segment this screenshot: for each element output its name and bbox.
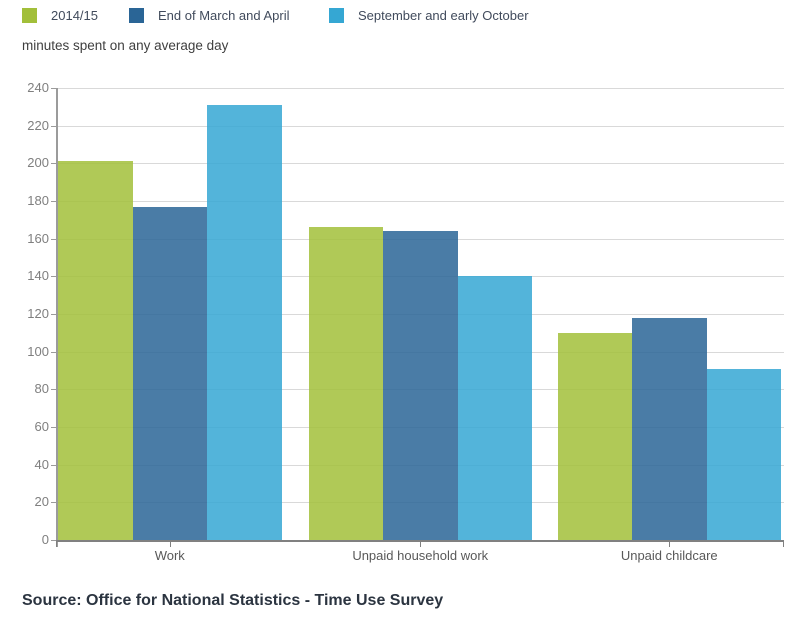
x-axis-tick (169, 542, 171, 547)
x-axis-label-unpaid-household-work: Unpaid household work (352, 548, 489, 563)
source-text: Source: Office for National Statistics -… (22, 592, 444, 609)
y-axis-tick (51, 502, 56, 504)
legend-item-2014-15[interactable]: 2014/15 (22, 7, 98, 23)
y-axis-label: 120 (27, 306, 49, 321)
gridline-240 (58, 88, 784, 89)
legend-label: September and early October (358, 7, 529, 23)
y-axis-label: 20 (34, 494, 49, 510)
bar-unpaid-childcare-september-and-early-october[interactable] (706, 368, 781, 540)
y-axis-label: 140 (27, 268, 49, 284)
y-axis-line (56, 88, 58, 547)
gridline-200 (58, 163, 784, 165)
x-axis-label-unpaid-childcare: Unpaid childcare (620, 548, 718, 563)
y-axis-label: 60 (34, 419, 49, 434)
bar-work-end-of-march-and-april[interactable] (132, 206, 207, 540)
gridline-220 (58, 125, 784, 127)
x-axis-tick (420, 542, 422, 547)
x-axis-line (56, 540, 784, 542)
bar-unpaid-childcare-2014-15[interactable] (557, 332, 632, 540)
y-axis-tick (51, 88, 56, 89)
y-axis-label: 100 (27, 343, 49, 359)
y-axis-units-title: minutes spent on any average day (22, 38, 229, 53)
legend-swatch-green (22, 7, 37, 23)
y-axis-tick (51, 389, 56, 391)
y-axis-label: 200 (27, 155, 49, 171)
y-axis-label: 220 (27, 117, 49, 133)
bar-work-september-and-early-october[interactable] (207, 104, 282, 540)
legend-item-end-of-march-and-april[interactable]: End of March and April (129, 7, 290, 23)
y-axis-label: 40 (34, 456, 49, 472)
legend-label: 2014/15 (51, 7, 98, 23)
legend-label: End of March and April (158, 7, 290, 23)
y-axis-tick (51, 238, 56, 240)
y-axis-label: 160 (27, 230, 49, 246)
y-axis-tick (51, 163, 56, 165)
y-axis-tick (51, 427, 56, 428)
y-axis-tick (51, 314, 56, 315)
y-axis-label: 240 (27, 80, 49, 95)
bar-unpaid-household-work-end-of-march-and-april[interactable] (383, 231, 458, 540)
gridline-180 (58, 201, 784, 202)
x-axis-tick (669, 542, 671, 547)
legend-swatch-light-blue (329, 7, 344, 23)
bar-unpaid-household-work-2014-15[interactable] (308, 227, 383, 540)
x-axis-end-tick (56, 542, 57, 547)
legend-swatch-dark-blue (129, 7, 144, 23)
y-axis-tick (51, 351, 56, 353)
bar-work-2014-15[interactable] (58, 161, 133, 540)
bar-unpaid-childcare-end-of-march-and-april[interactable] (632, 317, 707, 540)
bar-unpaid-household-work-september-and-early-october[interactable] (457, 276, 532, 540)
y-axis-label: 180 (27, 193, 49, 208)
y-axis-tick (51, 540, 56, 541)
y-axis-label: 80 (34, 381, 49, 397)
y-axis-tick (51, 201, 56, 202)
legend-item-september-and-early-october[interactable]: September and early October (329, 7, 529, 23)
x-axis-end-tick (783, 542, 784, 547)
y-axis-label: 0 (41, 532, 49, 547)
grouped-bar-chart: 0 20 40 60 80 100 120 140 160 180 200 220 240 Work Unp… (27, 80, 784, 563)
y-axis-tick (51, 276, 56, 278)
x-axis-label-work: Work (154, 548, 185, 563)
y-axis-tick (51, 125, 56, 127)
y-axis-tick (51, 464, 56, 466)
